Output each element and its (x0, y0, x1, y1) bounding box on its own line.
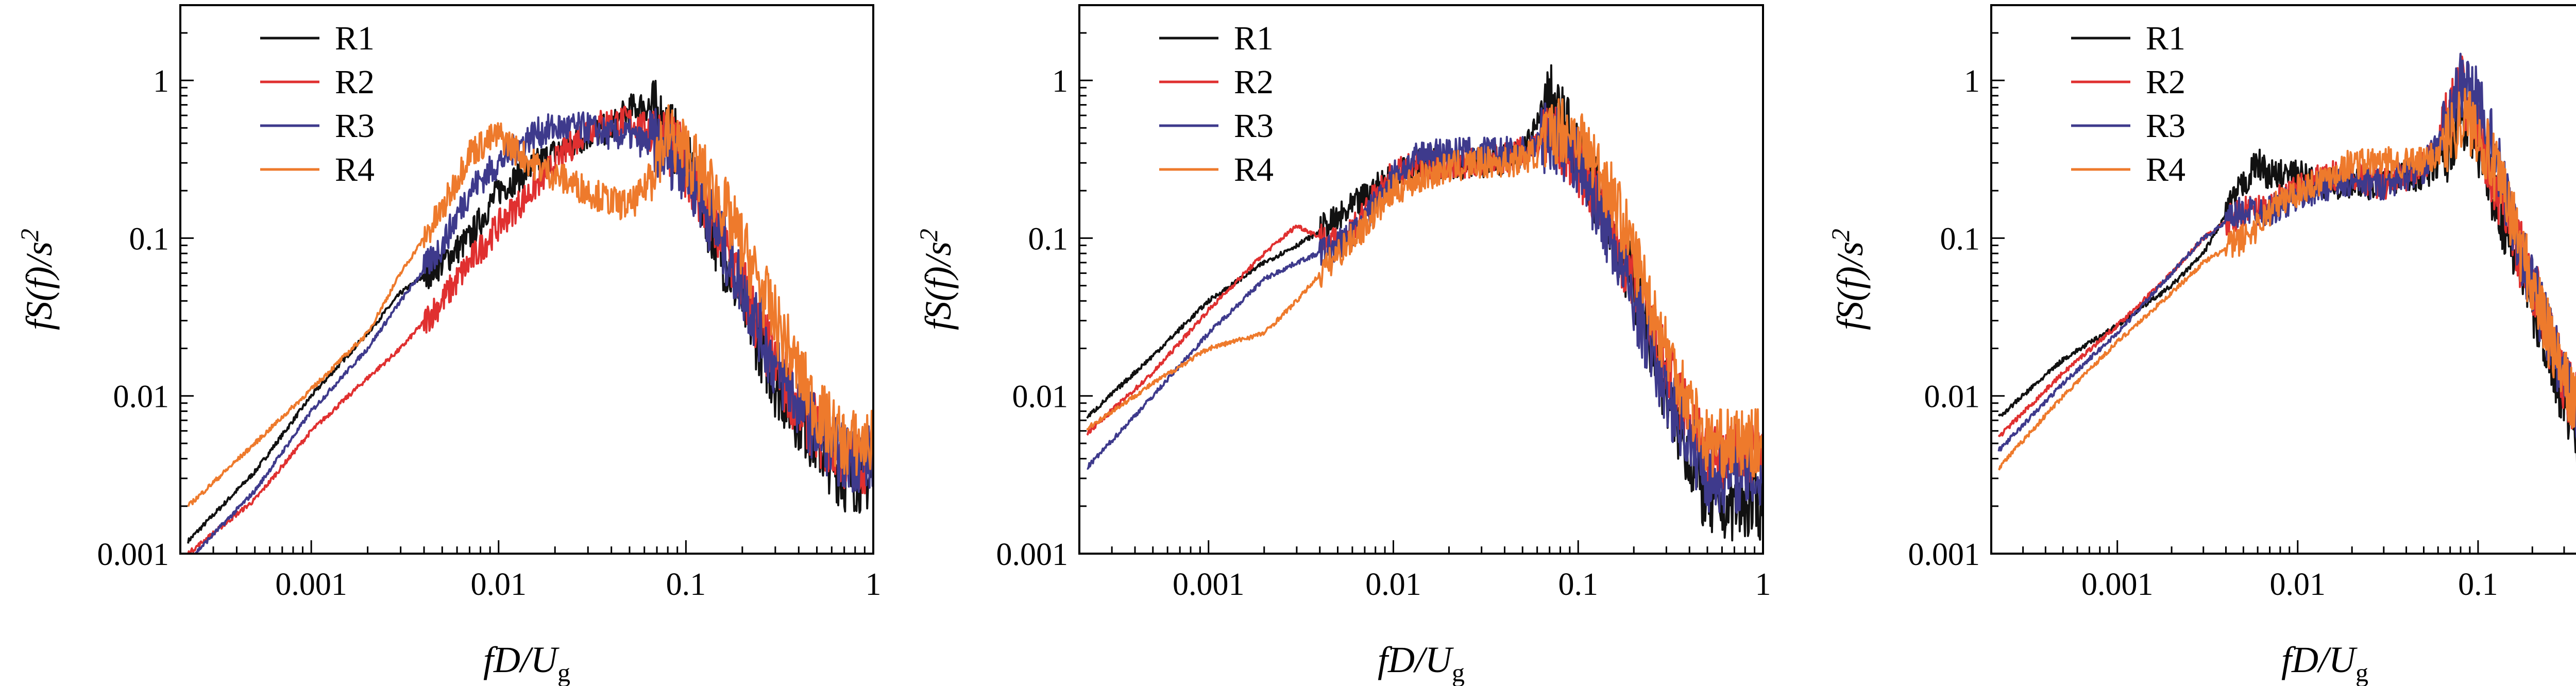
legend: R1 R2 R3 R4 (260, 20, 375, 188)
series-line-R4 (1086, 98, 1763, 478)
y-axis-label: fS(f)/s2 (914, 229, 959, 330)
x-tick-label: 0.1 (1558, 567, 1599, 602)
series-line-R3 (1997, 53, 2576, 452)
legend-label: R3 (1234, 107, 1274, 145)
plot-frame (179, 4, 874, 555)
series-line-R1 (187, 80, 873, 544)
plot-frame (1990, 4, 2576, 555)
x-tick-label: 0.001 (1173, 567, 1245, 602)
legend-item-R1: R1 (260, 20, 375, 57)
y-tick-label: 0.001 (996, 537, 1069, 572)
y-tick-label: 0.01 (1924, 380, 1980, 415)
y-tick-label: 0.1 (1028, 221, 1069, 256)
y-tick-label: 0.01 (113, 380, 170, 415)
y-tick-label: 1 (1964, 64, 1980, 99)
legend: R1 R2 R3 R4 (2071, 20, 2185, 188)
legend-label: R2 (2146, 63, 2185, 101)
legend-item-R3: R3 (1159, 107, 1274, 145)
series-line-R4 (187, 104, 873, 507)
y-tick-label: 1 (1052, 64, 1068, 99)
x-tick-label: 1 (1755, 567, 1771, 602)
series-group (1997, 53, 2576, 471)
x-axis-label: fD/Ug (2281, 639, 2368, 686)
y-axis-label: fS(f)/s2 (15, 229, 60, 330)
x-tick-label: 1 (866, 567, 882, 602)
x-axis-label: fD/Ug (483, 639, 570, 686)
legend-label: R1 (1234, 20, 1274, 57)
legend-label: R1 (2146, 20, 2185, 57)
legend-item-R4: R4 (260, 151, 375, 188)
chart-panel-1: 0.001 0.01 0.1 1 0.001 0.01 0.1 1 fD/Ug fS(f)/s2 R… (15, 4, 882, 686)
legend-item-R2: R2 (2071, 63, 2185, 101)
legend-item-R1: R1 (1159, 20, 1274, 57)
series-line-R1 (1086, 64, 1763, 542)
legend-item-R3: R3 (260, 107, 375, 145)
series-group (1086, 64, 1763, 542)
legend-item-R2: R2 (260, 63, 375, 101)
y-tick-label: 0.1 (129, 221, 170, 256)
plot-frame (1078, 4, 1764, 555)
y-tick-label: 0.001 (97, 537, 170, 572)
legend-label: R3 (335, 107, 375, 145)
chart-panel-2: 0.001 0.01 0.1 1 0.001 0.01 0.1 1 fD/Ug fS(f)/s2 R… (914, 4, 1771, 686)
legend-item-R4: R4 (2071, 151, 2185, 188)
legend-item-R3: R3 (2071, 107, 2185, 145)
legend-label: R2 (1234, 63, 1274, 101)
x-axis-label: fD/Ug (1378, 639, 1465, 686)
legend-label: R4 (2146, 151, 2185, 188)
y-tick-label: 1 (153, 64, 169, 99)
legend-item-R1: R1 (2071, 20, 2185, 57)
x-tick-label: 0.01 (471, 567, 527, 602)
x-tick-label: 0.001 (2081, 567, 2154, 602)
series-line-R3 (194, 108, 873, 554)
x-tick-label: 0.001 (275, 567, 347, 602)
legend-label: R4 (1234, 151, 1274, 188)
series-line-R4 (1997, 88, 2576, 471)
legend-label: R1 (335, 20, 375, 57)
legend-label: R2 (335, 63, 375, 101)
y-tick-label: 0.01 (1012, 380, 1069, 415)
x-tick-label: 0.01 (2270, 567, 2326, 602)
x-tick-label: 0.1 (666, 567, 706, 602)
chart-panel-3: 0.0010.010.110.0010.010.11fD/UgfS(f)/s2R… (1826, 4, 2576, 686)
legend-item-R2: R2 (1159, 63, 1274, 101)
legend-item-R4: R4 (1159, 151, 1274, 188)
y-axis-label: fS(f)/s2 (1826, 229, 1871, 330)
x-tick-label: 0.01 (1365, 567, 1421, 602)
y-tick-label: 0.001 (1908, 537, 1980, 572)
series-group (187, 80, 873, 554)
legend-label: R3 (2146, 107, 2185, 145)
legend: R1 R2 R3 R4 (1159, 20, 1274, 188)
x-tick-label: 0.1 (2458, 567, 2498, 602)
y-tick-label: 0.1 (1940, 221, 1980, 256)
legend-label: R4 (335, 151, 375, 188)
